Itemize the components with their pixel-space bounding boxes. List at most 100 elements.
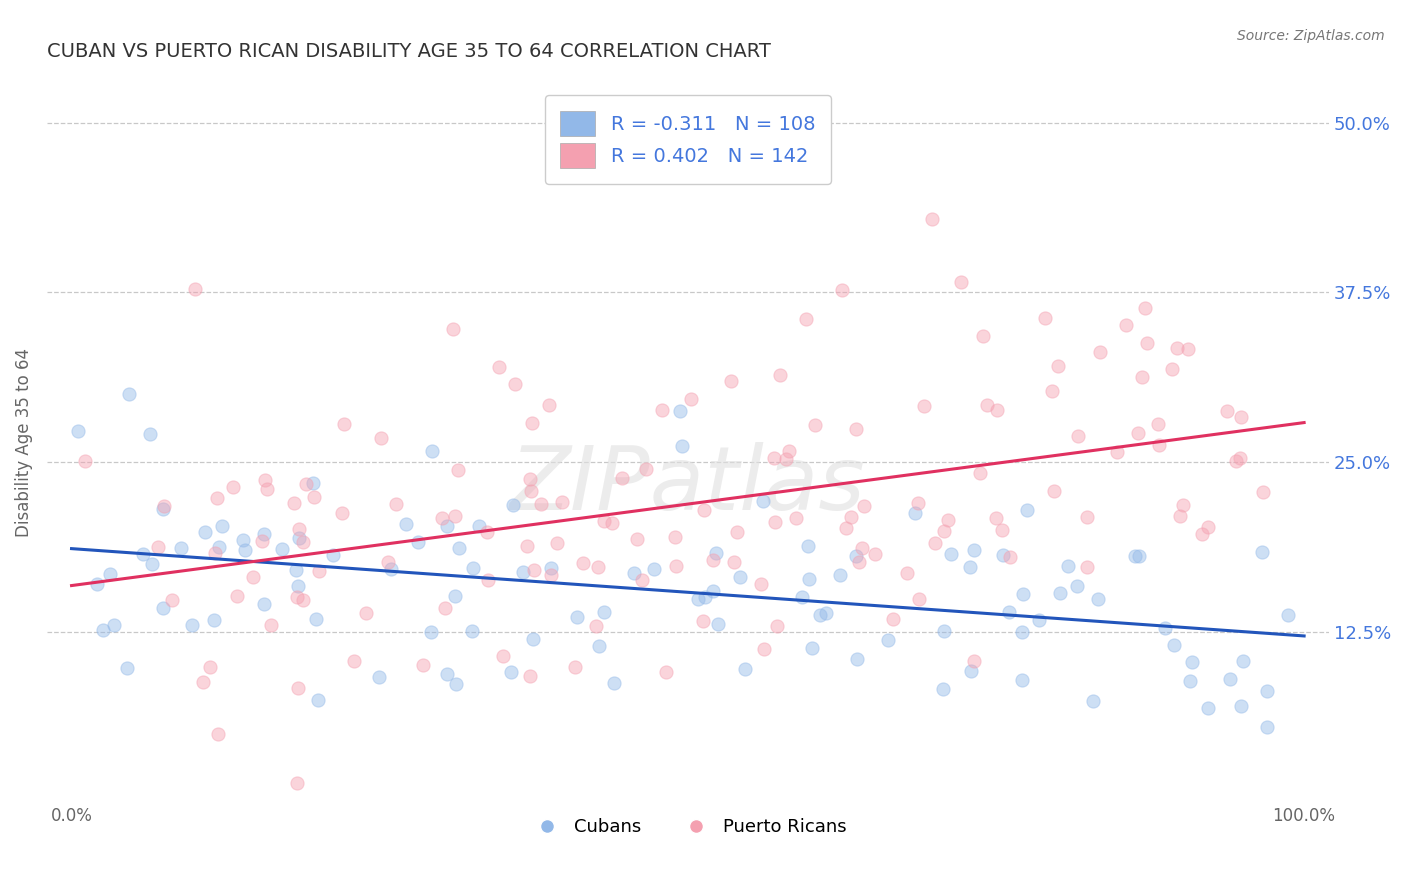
Point — [765, 619, 787, 633]
Point — [593, 605, 616, 619]
Point — [152, 600, 174, 615]
Point — [461, 624, 484, 639]
Point — [1256, 720, 1278, 734]
Point — [998, 550, 1021, 565]
Point — [436, 667, 458, 681]
Point — [447, 541, 470, 555]
Point — [1087, 591, 1109, 606]
Point — [1197, 701, 1219, 715]
Point — [962, 654, 984, 668]
Point — [492, 649, 515, 664]
Point — [503, 376, 526, 391]
Point — [623, 566, 645, 581]
Point — [1163, 638, 1185, 652]
Point — [1049, 586, 1071, 600]
Point — [250, 533, 273, 548]
Point — [420, 444, 443, 458]
Point — [285, 776, 308, 790]
Point — [193, 524, 215, 539]
Point — [117, 661, 139, 675]
Point — [141, 557, 163, 571]
Point — [288, 532, 311, 546]
Point — [253, 526, 276, 541]
Point — [502, 499, 524, 513]
Point — [1154, 621, 1177, 635]
Point — [924, 535, 946, 549]
Point — [1057, 559, 1080, 574]
Point — [367, 670, 389, 684]
Point — [1225, 454, 1247, 468]
Point — [538, 398, 561, 412]
Point — [444, 677, 467, 691]
Point — [211, 519, 233, 533]
Point — [1136, 335, 1159, 350]
Point — [436, 519, 458, 533]
Point — [1105, 444, 1128, 458]
Point — [287, 523, 309, 537]
Point — [1147, 438, 1170, 452]
Point — [1040, 384, 1063, 398]
Point — [522, 416, 544, 430]
Point — [512, 565, 534, 579]
Point — [631, 574, 654, 588]
Point — [1166, 341, 1188, 355]
Point — [752, 493, 775, 508]
Point — [934, 524, 956, 539]
Point — [991, 523, 1014, 537]
Point — [302, 476, 325, 491]
Y-axis label: Disability Age 35 to 64: Disability Age 35 to 64 — [15, 348, 32, 536]
Point — [444, 508, 467, 523]
Point — [198, 659, 221, 673]
Point — [395, 517, 418, 532]
Point — [692, 614, 714, 628]
Point — [242, 570, 264, 584]
Point — [202, 613, 225, 627]
Point — [285, 590, 308, 604]
Point — [181, 617, 204, 632]
Point — [655, 665, 678, 679]
Point — [322, 548, 344, 562]
Point — [852, 499, 875, 513]
Point — [643, 562, 665, 576]
Point — [851, 541, 873, 555]
Point — [1256, 683, 1278, 698]
Point — [148, 541, 170, 555]
Point — [540, 568, 562, 582]
Point — [441, 322, 464, 336]
Point — [845, 422, 868, 436]
Point — [1130, 370, 1153, 384]
Point — [934, 624, 956, 639]
Point — [839, 509, 862, 524]
Point — [546, 535, 568, 549]
Point — [419, 625, 441, 640]
Point — [103, 618, 125, 632]
Point — [969, 466, 991, 480]
Point — [302, 490, 325, 504]
Point — [1066, 428, 1088, 442]
Point — [522, 632, 544, 646]
Point — [845, 549, 868, 563]
Point — [447, 463, 470, 477]
Point — [287, 579, 309, 593]
Point — [1251, 484, 1274, 499]
Point — [986, 403, 1008, 417]
Point — [184, 282, 207, 296]
Point — [444, 589, 467, 603]
Point — [1128, 549, 1150, 563]
Point — [1232, 654, 1254, 668]
Point — [959, 664, 981, 678]
Point — [567, 610, 589, 624]
Point — [814, 606, 837, 620]
Point — [284, 563, 307, 577]
Point — [1168, 509, 1191, 524]
Point — [152, 502, 174, 516]
Point — [828, 568, 851, 582]
Point — [762, 451, 785, 466]
Point — [702, 583, 724, 598]
Point — [139, 426, 162, 441]
Point — [233, 543, 256, 558]
Legend: Cubans, Puerto Ricans: Cubans, Puerto Ricans — [522, 811, 853, 844]
Point — [205, 491, 228, 505]
Point — [603, 676, 626, 690]
Point — [768, 368, 790, 383]
